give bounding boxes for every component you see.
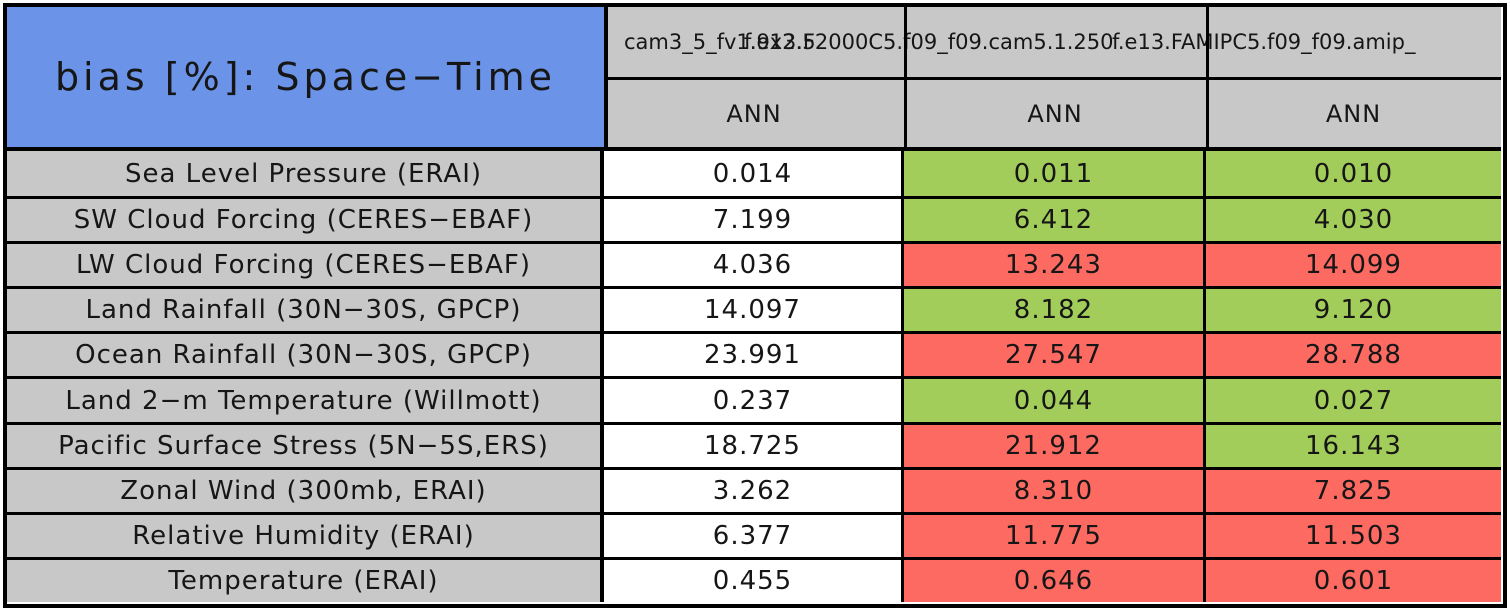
table-title: bias [%]: Space−Time xyxy=(54,55,557,99)
row-label: Land 2−m Temperature (Willmott) xyxy=(7,376,604,422)
value-cell: 11.775 xyxy=(904,511,1206,557)
row-label: Ocean Rainfall (30N−30S, GPCP) xyxy=(7,331,604,377)
row-label: Land Rainfall (30N−30S, GPCP) xyxy=(7,286,604,332)
season-cell-col2: ANN xyxy=(1027,99,1083,128)
row-label: Zonal Wind (300mb, ERAI) xyxy=(7,466,604,512)
value-cell: 16.143 xyxy=(1206,421,1501,467)
value-cell: 3.262 xyxy=(604,466,904,512)
row-label: LW Cloud Forcing (CERES−EBAF) xyxy=(7,241,604,287)
model-name-col1: cam3_5_fv1.9x2.5 xyxy=(624,30,816,54)
model-header-row: cam3_5_fv1.9x2.5 f.e13.F2000C5.f09_f09.c… xyxy=(604,7,1501,77)
value-cell: 0.014 xyxy=(604,151,904,197)
value-cell: 21.912 xyxy=(904,421,1206,467)
season-header-row: ANN ANN ANN xyxy=(604,77,1501,147)
value-cell: 6.377 xyxy=(604,511,904,557)
value-cell: 14.099 xyxy=(1206,241,1501,287)
row-label: Temperature (ERAI) xyxy=(7,556,604,602)
model-name-col3: f.e13.FAMIPC5.f09_f09.amip_ xyxy=(1112,30,1416,54)
value-cell: 7.199 xyxy=(604,196,904,242)
value-cell: 9.120 xyxy=(1206,286,1501,332)
grid-line-vertical-1 xyxy=(604,7,608,147)
table-body: Sea Level Pressure (ERAI) 0.014 0.011 0.… xyxy=(7,147,1501,606)
value-cell: 27.547 xyxy=(904,331,1206,377)
value-cell: 0.455 xyxy=(604,556,904,602)
season-cell-col3: ANN xyxy=(1325,99,1382,128)
value-cell: 7.825 xyxy=(1206,466,1501,512)
value-cell: 0.601 xyxy=(1206,556,1501,602)
row-label: Sea Level Pressure (ERAI) xyxy=(7,151,604,197)
value-cell: 4.030 xyxy=(1206,196,1501,242)
row-label: Relative Humidity (ERAI) xyxy=(7,511,604,557)
value-cell: 0.011 xyxy=(904,151,1206,197)
value-cell: 0.646 xyxy=(904,556,1206,602)
value-cell: 13.243 xyxy=(904,241,1206,287)
value-cell: 14.097 xyxy=(604,286,904,332)
bias-metrics-table: bias [%]: Space−Time cam3_5_fv1.9x2.5 f.… xyxy=(3,3,1507,608)
row-label: Pacific Surface Stress (5N−5S,ERS) xyxy=(7,421,604,467)
value-cell: 11.503 xyxy=(1206,511,1501,557)
value-cell: 0.010 xyxy=(1206,151,1501,197)
row-label: SW Cloud Forcing (CERES−EBAF) xyxy=(7,196,604,242)
value-cell: 28.788 xyxy=(1206,331,1501,377)
model-name-col2: f.e13.F2000C5.f09_f09.cam5.1.250 xyxy=(744,30,1114,54)
value-cell: 6.412 xyxy=(904,196,1206,242)
season-cell-col1: ANN xyxy=(726,99,782,128)
value-cell: 8.310 xyxy=(904,466,1206,512)
value-cell: 23.991 xyxy=(604,331,904,377)
value-cell: 0.237 xyxy=(604,376,904,422)
value-cell: 0.044 xyxy=(904,376,1206,422)
value-cell: 18.725 xyxy=(604,421,904,467)
value-cell: 0.027 xyxy=(1206,376,1501,422)
value-cell: 8.182 xyxy=(904,286,1206,332)
table-title-cell: bias [%]: Space−Time xyxy=(7,7,604,147)
value-cell: 4.036 xyxy=(604,241,904,287)
grid-line-vertical-3 xyxy=(1206,7,1209,147)
grid-line-vertical-2 xyxy=(904,7,907,147)
